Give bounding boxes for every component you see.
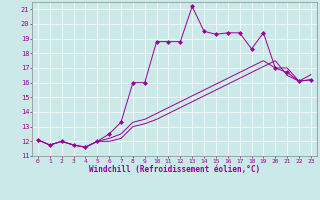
X-axis label: Windchill (Refroidissement éolien,°C): Windchill (Refroidissement éolien,°C) (89, 165, 260, 174)
